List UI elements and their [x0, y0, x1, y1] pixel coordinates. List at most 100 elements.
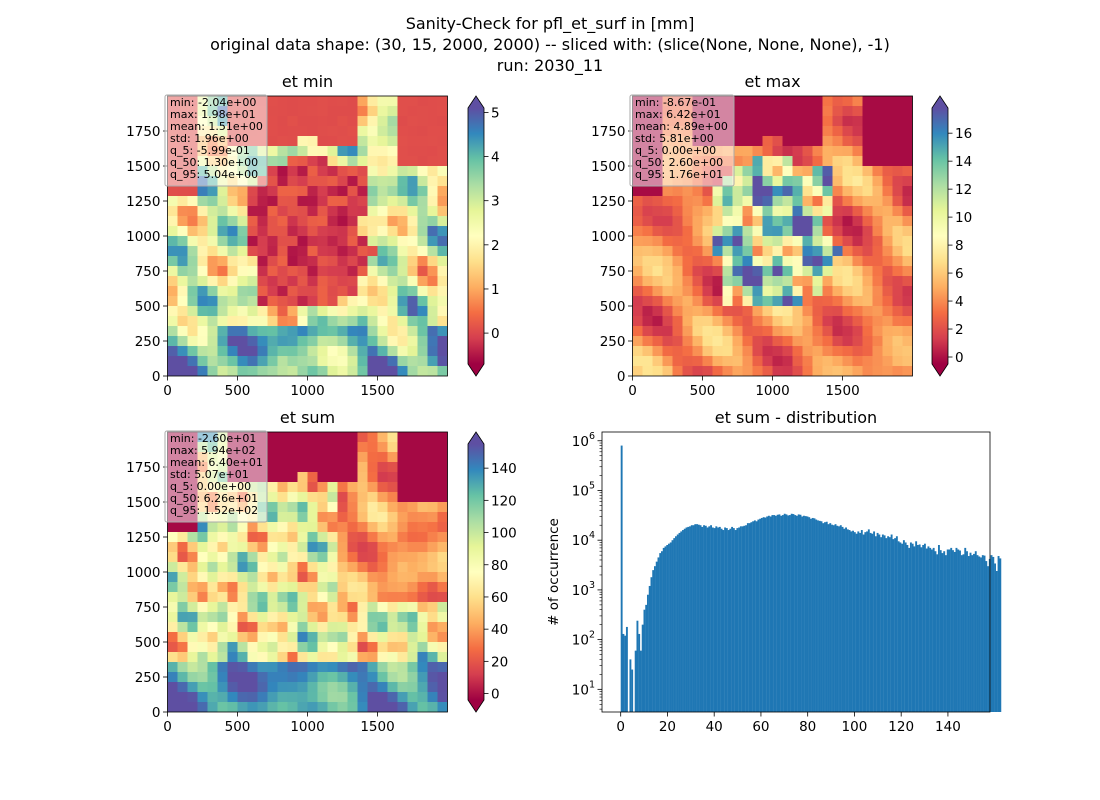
histogram-bar [750, 522, 753, 712]
histogram-bar [715, 526, 718, 712]
stat-min: min: -2.04e+00 [170, 96, 256, 109]
histogram-bar [778, 514, 781, 712]
colorbar-tick-label: 16 [955, 126, 972, 142]
histogram-bar [973, 553, 975, 712]
colorbar-tick-label: 12 [955, 182, 972, 198]
histogram-bar [995, 571, 998, 712]
x-tick-label: 500 [690, 383, 716, 399]
histogram-bar [946, 549, 949, 712]
histogram-bar [960, 555, 963, 712]
histogram-bar [901, 543, 904, 712]
suptitle-line-3: run: 2030_11 [497, 56, 603, 76]
histogram-bar [696, 524, 698, 712]
histogram-bar [969, 552, 972, 712]
histogram-bar [753, 520, 756, 712]
x-tick-label: 140 [935, 719, 961, 735]
colorbar-tick-label: 5 [491, 105, 500, 121]
y-tick-label: 1750 [126, 460, 160, 476]
histogram-bar [925, 548, 928, 712]
histogram-bar [718, 526, 721, 712]
histogram-bar [646, 594, 649, 712]
stat-std: std: 5.07e+01 [170, 468, 249, 481]
histogram-bar [892, 539, 895, 712]
histogram-bar [727, 530, 730, 712]
histogram-bar [669, 542, 672, 712]
y-tick-label: 1000 [591, 229, 625, 245]
x-tick-label: 1000 [755, 383, 789, 399]
histogram-bar [738, 527, 741, 712]
histogram-bar [780, 515, 783, 712]
histogram-bar [694, 524, 697, 712]
histogram-bar [720, 528, 723, 712]
histogram-bar [645, 604, 648, 712]
histogram-bar [717, 527, 720, 712]
histogram-bar [766, 516, 769, 712]
histogram-bar [959, 550, 961, 712]
x-axis: 0 500 1000 1500 [163, 712, 395, 735]
histogram-bar [881, 534, 884, 712]
colorbar-tick-label: 4 [491, 150, 500, 166]
y-tick-label: 750 [135, 600, 161, 616]
histogram-bar [850, 531, 853, 712]
histogram-bar [767, 515, 770, 712]
histogram-bar [764, 517, 767, 712]
histogram-bar [643, 609, 646, 712]
colorbar: 0 1 2 3 4 5 [467, 95, 500, 377]
histogram-bar [657, 557, 660, 712]
histogram-bar [997, 556, 1000, 712]
histogram-bar [918, 544, 921, 712]
stat-max: max: 6.42e+01 [635, 108, 721, 121]
histogram-bar [661, 551, 663, 712]
colorbar-extend-bottom [468, 364, 484, 376]
histogram-bar [759, 518, 762, 712]
histogram-bar [625, 626, 628, 712]
histogram-bar [673, 538, 676, 712]
x-tick-label: 500 [225, 383, 251, 399]
y-tick-label: 500 [600, 299, 626, 315]
histogram-bar [902, 540, 905, 712]
histogram-bar [713, 528, 716, 712]
histogram-bar [671, 540, 674, 712]
histogram-bar [787, 515, 790, 712]
histogram-bar [624, 635, 627, 712]
histogram-bar [943, 551, 946, 712]
heatmap-et-min [167, 96, 448, 376]
histogram-bar [752, 521, 755, 712]
histogram-bar [829, 523, 832, 712]
histogram-bar [853, 532, 856, 712]
histogram-bar [639, 650, 642, 712]
histogram-bar [869, 532, 872, 712]
y-tick-label: 750 [600, 264, 626, 280]
y-axis: 0 250 500 750 1000 1250 1500 1750 [126, 460, 168, 721]
panel-title: et min [282, 72, 333, 91]
histogram-bar [967, 556, 970, 712]
histogram-bar [945, 555, 947, 712]
histogram-bar [815, 519, 818, 712]
x-tick-label: 1500 [825, 383, 859, 399]
colorbar-tick-label: 10 [955, 210, 972, 226]
histogram-bar [659, 553, 662, 712]
histogram-bar [732, 528, 735, 712]
histogram-bar [827, 524, 830, 712]
colorbar: 0 20 40 60 80 100 120 140 [467, 431, 517, 713]
histogram-bar [794, 515, 797, 712]
x-tick-label: 80 [799, 719, 816, 735]
colorbar-tick-label: 14 [955, 154, 972, 170]
histogram-bar [655, 561, 658, 712]
histogram-bar [890, 534, 893, 712]
histogram-bar [804, 516, 807, 712]
stat-q95: q_95: 1.52e+02 [170, 504, 258, 517]
stat-mean: mean: 1.51e+00 [170, 120, 263, 133]
histogram-bar [992, 556, 995, 712]
histogram-bar [845, 527, 847, 712]
histogram-bar [883, 535, 886, 712]
y-axis: 101 102 103 104 105 106 [572, 431, 602, 710]
histogram-bar [710, 525, 712, 712]
histogram-bar [781, 515, 784, 712]
x-tick-label: 1500 [360, 719, 394, 735]
stat-q50: q_50: 6.26e+01 [170, 492, 258, 505]
histogram-bar [692, 525, 695, 712]
colorbar-tick-label: 120 [491, 493, 517, 509]
histogram-bar [641, 624, 644, 712]
histogram-bar [941, 553, 944, 712]
